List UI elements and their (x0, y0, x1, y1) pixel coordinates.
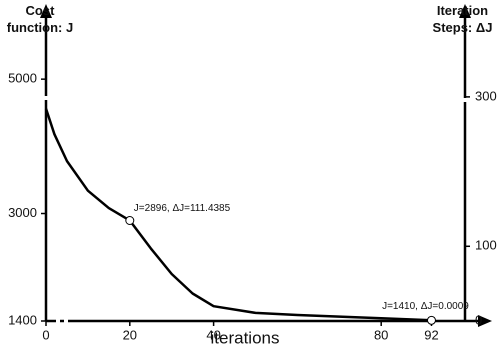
axis-break (42, 96, 50, 100)
y-tick-label: 3000 (8, 205, 37, 220)
x-tick-label: 40 (206, 327, 220, 342)
y-axis-label: Cost function: J (6, 3, 74, 35)
y-tick-label: 1400 (8, 312, 37, 327)
x-axis-arrow (478, 315, 492, 327)
x-tick-label: 92 (424, 327, 438, 342)
x-axis-label: iterations (211, 328, 280, 347)
y2-tick-label: 300 (475, 88, 497, 103)
annotation: J=1410, ΔJ=0.0009 (382, 301, 469, 312)
axis-break (461, 98, 469, 102)
y2-axis-arrow (459, 4, 471, 18)
annotation: J=2896, ΔJ=111.4385 (134, 203, 231, 214)
x-tick-label: 0 (42, 327, 49, 342)
y2-axis-label: Iteration Steps: ΔJ (432, 3, 493, 35)
y2-tick-label: 100 (475, 238, 497, 253)
y2-tick-label: 0 (475, 312, 482, 327)
annotation-point (125, 215, 135, 225)
axis-break (64, 317, 68, 325)
y-tick-label: 5000 (8, 71, 37, 86)
axis-break (56, 317, 60, 325)
x-tick-label: 80 (374, 327, 388, 342)
x-tick-label: 20 (123, 327, 137, 342)
annotation-point (426, 315, 436, 325)
y-axis-arrow (40, 4, 52, 18)
data-line (44, 108, 432, 322)
